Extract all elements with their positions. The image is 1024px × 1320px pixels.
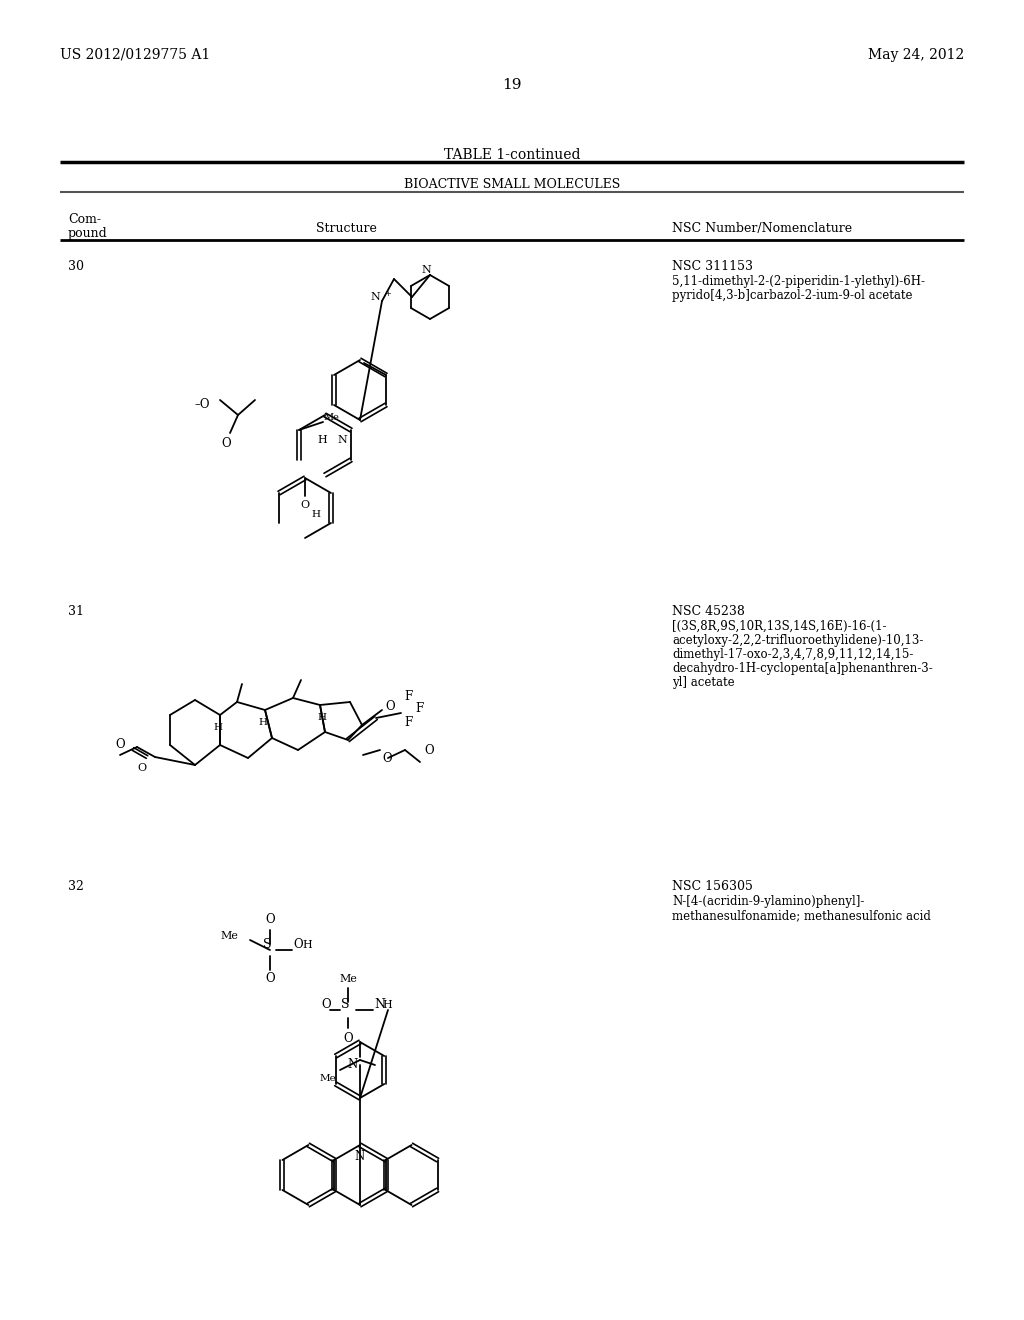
Text: 30: 30 [68,260,84,273]
Text: NSC 311153: NSC 311153 [672,260,753,273]
Text: H: H [311,510,319,519]
Text: O: O [293,939,303,952]
Text: H: H [258,718,267,727]
Text: May 24, 2012: May 24, 2012 [867,48,964,62]
Text: Me: Me [220,931,238,941]
Text: yl] acetate: yl] acetate [672,676,734,689]
Text: N: N [355,1150,366,1163]
Text: –O: –O [195,399,210,412]
Text: decahydro-1H-cyclopenta[a]phenanthren-3-: decahydro-1H-cyclopenta[a]phenanthren-3- [672,663,933,675]
Text: NSC 45238: NSC 45238 [672,605,744,618]
Text: F: F [415,701,423,714]
Text: H: H [382,1001,392,1010]
Text: O: O [265,913,274,927]
Text: S: S [341,998,349,1011]
Text: F: F [404,717,413,730]
Text: Me: Me [339,974,357,983]
Text: pyrido[4,3-b]carbazol-2-ium-9-ol acetate: pyrido[4,3-b]carbazol-2-ium-9-ol acetate [672,289,912,302]
Text: O: O [138,763,147,774]
Text: NSC 156305: NSC 156305 [672,880,753,894]
Text: NSC Number/Nomenclature: NSC Number/Nomenclature [672,222,852,235]
Text: N: N [374,998,385,1011]
Text: TABLE 1-continued: TABLE 1-continued [443,148,581,162]
Text: 31: 31 [68,605,84,618]
Text: US 2012/0129775 A1: US 2012/0129775 A1 [60,48,210,62]
Text: N: N [421,265,431,275]
Text: O: O [343,1032,353,1045]
Text: Me: Me [319,1074,336,1082]
Text: O: O [115,738,125,751]
Text: O: O [382,752,391,766]
Text: acetyloxy-2,2,2-trifluoroethylidene)-10,13-: acetyloxy-2,2,2-trifluoroethylidene)-10,… [672,634,924,647]
Text: O: O [385,701,394,714]
Text: O: O [300,500,309,510]
Text: F: F [404,690,413,704]
Text: O: O [424,743,433,756]
Text: H: H [302,940,311,950]
Text: BIOACTIVE SMALL MOLECULES: BIOACTIVE SMALL MOLECULES [403,178,621,191]
Text: Me: Me [323,412,339,421]
Text: 19: 19 [502,78,522,92]
Text: [(3S,8R,9S,10R,13S,14S,16E)-16-(1-: [(3S,8R,9S,10R,13S,14S,16E)-16-(1- [672,620,887,634]
Text: N: N [371,292,380,302]
Text: dimethyl-17-oxo-2,3,4,7,8,9,11,12,14,15-: dimethyl-17-oxo-2,3,4,7,8,9,11,12,14,15- [672,648,913,661]
Text: methanesulfonamide; methanesulfonic acid: methanesulfonamide; methanesulfonic acid [672,909,931,921]
Text: Structure: Structure [315,222,377,235]
Text: 5,11-dimethyl-2-(2-piperidin-1-ylethyl)-6H-: 5,11-dimethyl-2-(2-piperidin-1-ylethyl)-… [672,275,925,288]
Text: S: S [263,939,271,952]
Text: O: O [322,998,331,1011]
Text: O: O [265,972,274,985]
Text: H: H [213,723,222,733]
Text: N: N [348,1059,358,1071]
Text: +: + [384,290,391,298]
Text: pound: pound [68,227,108,240]
Text: Com-: Com- [68,213,101,226]
Text: N: N [337,436,347,445]
Text: N-[4-(acridin-9-ylamino)phenyl]-: N-[4-(acridin-9-ylamino)phenyl]- [672,895,864,908]
Text: H: H [317,713,327,722]
Text: O: O [221,437,230,450]
Text: H: H [317,436,327,445]
Text: 32: 32 [68,880,84,894]
